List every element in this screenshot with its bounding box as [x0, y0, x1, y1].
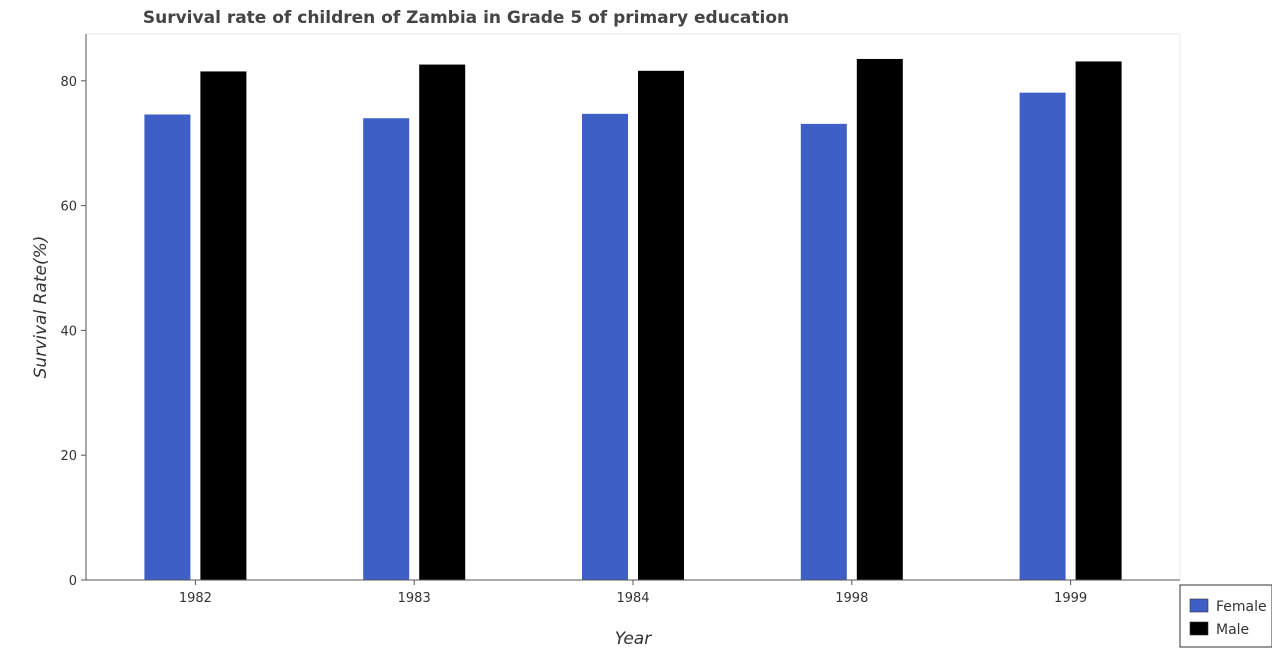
bar-male-1999: [1075, 61, 1122, 581]
legend: Female Male: [1179, 584, 1272, 648]
x-ticks: 1982 1983 1984 1998 1999: [179, 580, 1087, 606]
y-tick-label-80: 80: [60, 75, 77, 90]
bar-female-1984: [582, 113, 628, 580]
bar-male-1998: [856, 58, 903, 580]
legend-swatch-male: [1189, 621, 1209, 636]
bar-female-1983: [363, 118, 410, 581]
y-tick-label-40: 40: [60, 324, 77, 339]
bar-female-1982: [144, 114, 191, 580]
chart-title: Survival rate of children of Zambia in G…: [142, 8, 790, 28]
y-tick-label-60: 60: [60, 200, 77, 215]
legend-label-female: Female: [1216, 599, 1267, 615]
y-axis-label: Survival Rate(%): [31, 236, 51, 379]
y-ticks: 0 20 40 60 80: [60, 75, 86, 589]
legend-box: [1179, 584, 1272, 648]
bars-group: [144, 58, 1122, 581]
bar-female-1999: [1019, 92, 1066, 580]
x-tick-label-1984: 1984: [616, 591, 649, 606]
x-tick-label-1998: 1998: [835, 591, 868, 606]
x-tick-label-1999: 1999: [1054, 591, 1087, 606]
x-axis-label: Year: [615, 629, 652, 649]
legend-label-male: Male: [1216, 622, 1249, 638]
x-tick-label-1982: 1982: [179, 591, 212, 606]
bar-male-1982: [200, 71, 247, 580]
x-tick-label-1983: 1983: [398, 591, 431, 606]
legend-swatch-female: [1189, 598, 1209, 613]
y-tick-label-0: 0: [69, 574, 77, 589]
bar-female-1998: [800, 123, 847, 580]
bar-male-1984: [638, 70, 684, 580]
y-tick-label-20: 20: [60, 449, 77, 464]
bar-male-1983: [419, 64, 466, 581]
plot-area: [85, 33, 1181, 581]
